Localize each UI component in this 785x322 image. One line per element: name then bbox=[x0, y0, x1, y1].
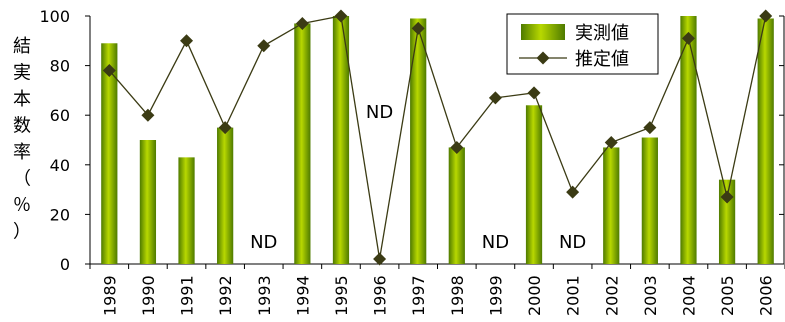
x-tick-label: 1996 bbox=[371, 275, 390, 316]
x-tick-label: 1994 bbox=[293, 275, 312, 316]
x-tick-label: 1991 bbox=[178, 275, 197, 316]
bar bbox=[603, 147, 620, 264]
bar bbox=[139, 140, 157, 264]
axes: 0 20 40 60 80 100 1989 1990 1991 1992 1993 1994 1995… bbox=[39, 7, 785, 316]
x-tick-label: 2003 bbox=[641, 275, 660, 316]
x-tick-label: 2006 bbox=[757, 275, 776, 316]
x-tick-label: 1998 bbox=[448, 275, 467, 316]
x-tick-label: 2002 bbox=[602, 275, 621, 316]
line-point bbox=[643, 121, 657, 135]
labels: ND ND ND ND bbox=[250, 102, 586, 253]
y-axis-label-char: ） bbox=[13, 222, 31, 243]
line-point bbox=[566, 185, 580, 199]
line-point bbox=[527, 86, 541, 100]
line-point bbox=[180, 34, 194, 48]
x-tick-label: 1999 bbox=[486, 275, 505, 316]
line-point bbox=[334, 9, 348, 23]
x-tick-label: 1993 bbox=[255, 275, 274, 316]
bar bbox=[101, 43, 118, 264]
line-point bbox=[759, 9, 773, 23]
y-axis-label-char: ％ bbox=[13, 195, 31, 216]
x-tick-label: 1995 bbox=[332, 275, 351, 316]
x-tick-label: 2000 bbox=[525, 275, 544, 316]
line-point bbox=[411, 21, 425, 35]
line-point bbox=[450, 140, 464, 154]
y-axis-label-char: 結 bbox=[13, 36, 31, 57]
line-point bbox=[681, 31, 695, 45]
x-tick-label: 2001 bbox=[564, 275, 583, 316]
line-point bbox=[604, 135, 618, 149]
line-point bbox=[141, 108, 155, 122]
bar bbox=[178, 157, 195, 264]
x-tick-label: 1990 bbox=[139, 275, 158, 316]
x-tick-label: 1992 bbox=[216, 275, 235, 316]
legend-box bbox=[506, 13, 659, 75]
line-point bbox=[102, 64, 116, 78]
annotation-nd: ND bbox=[482, 232, 509, 253]
bars bbox=[101, 16, 774, 265]
y-axis-label-char: 実 bbox=[13, 63, 31, 84]
y-tick-label: 40 bbox=[50, 156, 70, 175]
legend-bar-swatch bbox=[521, 24, 565, 40]
y-axis-label-char: 率 bbox=[13, 142, 31, 163]
line-point bbox=[720, 190, 734, 204]
x-tick-label: 2004 bbox=[679, 275, 698, 316]
line-series bbox=[102, 9, 773, 266]
bar bbox=[294, 23, 311, 264]
bar bbox=[757, 18, 774, 265]
y-tick-label: 80 bbox=[50, 57, 70, 76]
y-tick-label: 100 bbox=[39, 7, 70, 26]
line-point bbox=[295, 16, 309, 30]
annotation-nd: ND bbox=[559, 232, 586, 253]
y-axis-label-char: （ bbox=[13, 169, 31, 190]
y-axis-label: 結実本数率 （ ％ ） bbox=[13, 36, 31, 243]
legend-label-estimated: 推定値 bbox=[575, 49, 629, 70]
bar bbox=[332, 16, 350, 264]
legend-label-observed: 実測値 bbox=[575, 23, 629, 44]
y-axis-label-char: 本 bbox=[13, 89, 31, 110]
x-tick-label: 2005 bbox=[718, 275, 737, 316]
annotation-nd: ND bbox=[250, 232, 277, 253]
y-tick-label: 60 bbox=[50, 106, 70, 125]
x-tick-label: 1997 bbox=[409, 275, 428, 316]
line-point bbox=[218, 121, 232, 135]
line-point bbox=[373, 252, 387, 266]
bar bbox=[448, 147, 465, 264]
annotation-nd: ND bbox=[366, 102, 393, 123]
line-point bbox=[488, 91, 502, 105]
y-axis-label-char: 数 bbox=[13, 116, 31, 137]
bar bbox=[525, 105, 543, 264]
bar bbox=[718, 179, 736, 264]
bar bbox=[410, 18, 427, 265]
legend-marker bbox=[536, 51, 550, 65]
bar bbox=[217, 127, 234, 264]
y-tick-label: 20 bbox=[50, 205, 70, 224]
line-point bbox=[257, 39, 271, 53]
x-tick-label: 1989 bbox=[100, 275, 119, 316]
y-tick-label: 0 bbox=[60, 255, 70, 274]
bar bbox=[680, 16, 697, 264]
bar bbox=[641, 137, 658, 264]
line-path bbox=[108, 15, 767, 260]
